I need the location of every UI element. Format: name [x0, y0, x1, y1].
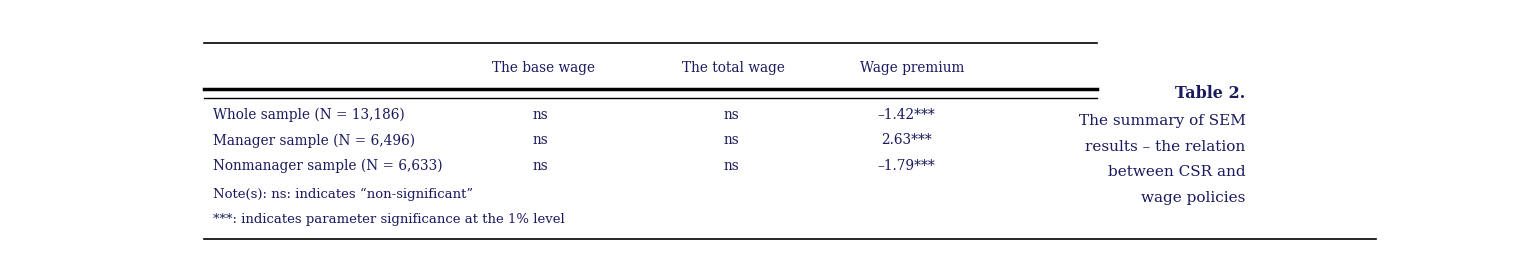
Text: ns: ns [533, 133, 548, 147]
Text: Wage premium: Wage premium [860, 61, 965, 75]
Text: Table 2.: Table 2. [1175, 85, 1246, 102]
Text: wage policies: wage policies [1141, 191, 1246, 205]
Text: Whole sample (N = 13,186): Whole sample (N = 13,186) [214, 108, 406, 122]
Text: The total wage: The total wage [682, 61, 785, 75]
Text: ns: ns [723, 108, 739, 122]
Text: –1.42***: –1.42*** [877, 108, 935, 122]
Text: 2.63***: 2.63*** [880, 133, 932, 147]
Text: The base wage: The base wage [492, 61, 594, 75]
Text: –1.79***: –1.79*** [877, 159, 935, 173]
Text: Note(s): ns: indicates “non-significant”: Note(s): ns: indicates “non-significant” [214, 187, 473, 200]
Text: The summary of SEM: The summary of SEM [1078, 114, 1246, 128]
Text: ns: ns [723, 159, 739, 173]
Text: ns: ns [533, 159, 548, 173]
Text: ***: indicates parameter significance at the 1% level: ***: indicates parameter significance at… [214, 213, 565, 226]
Text: between CSR and: between CSR and [1107, 165, 1246, 180]
Text: Manager sample (N = 6,496): Manager sample (N = 6,496) [214, 133, 416, 148]
Text: ns: ns [533, 108, 548, 122]
Text: Nonmanager sample (N = 6,633): Nonmanager sample (N = 6,633) [214, 159, 442, 173]
Text: ns: ns [723, 133, 739, 147]
Text: results – the relation: results – the relation [1086, 140, 1246, 154]
